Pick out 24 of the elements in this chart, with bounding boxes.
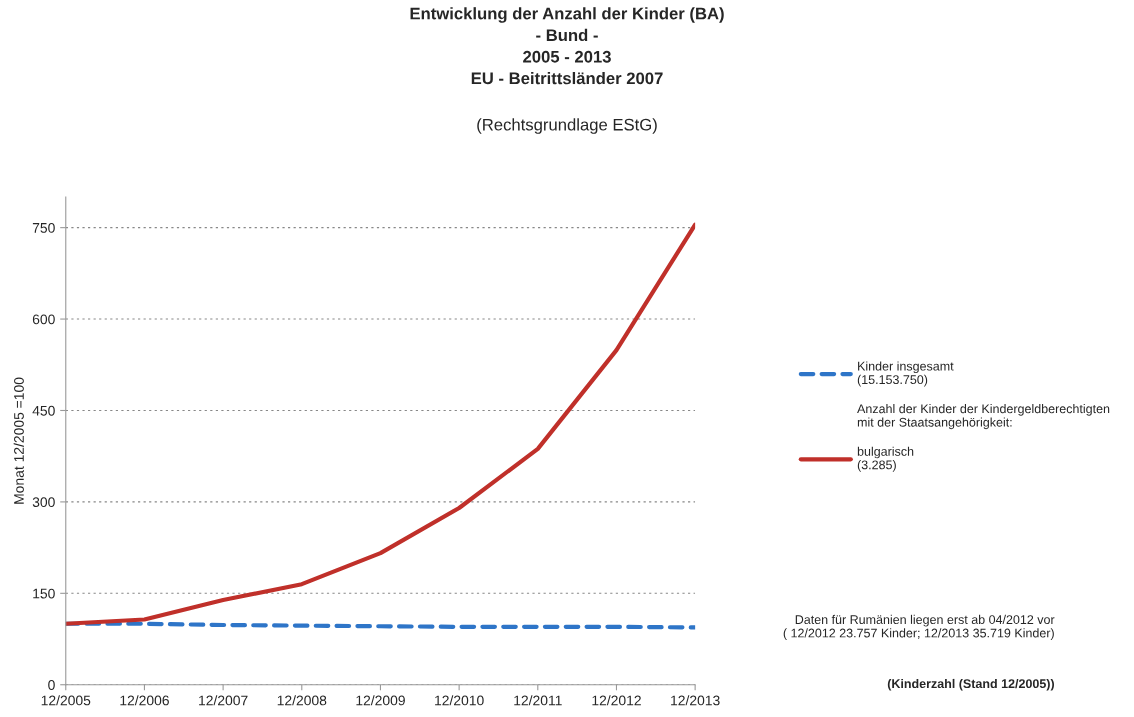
y-tick-label: 300 <box>32 497 55 508</box>
y-tick-label: 0 <box>48 680 55 690</box>
text: (Kinderzahl (Stand 12/2005)) <box>887 678 1055 691</box>
y-tick-label: 150 <box>33 588 55 599</box>
y-tick-label: 450 <box>32 405 55 416</box>
y-axis-title: Monat 12/2005 =100 <box>13 377 24 504</box>
legend-label: bulgarisch (3.285) <box>857 446 914 472</box>
text: Anzahl der Kinder der Kindergeldberechtigten mit der Staatsangehörigkeit: <box>857 404 1110 430</box>
y-tick-label: 600 <box>32 314 55 325</box>
x-tick-label: 12/2010 <box>435 695 484 706</box>
x-tick-label: 12/2008 <box>277 695 327 706</box>
chart-subtitle: (Rechtsgrundlage EStG) <box>477 118 657 134</box>
legend-label: Kinder insgesamt (15.153.750) <box>857 361 954 387</box>
x-tick-label: 12/2006 <box>120 695 169 706</box>
x-tick-label: 12/2005 <box>41 695 91 706</box>
x-tick-label: 12/2007 <box>199 695 248 706</box>
chart-title: Entwicklung der Anzahl der Kinder (BA) - Bund - 2005 - 2013 EU - Beitrittsländer 2007 <box>410 7 724 85</box>
text: Daten für Rumänien liegen erst ab 04/2012 vor ( 12/2012 23.757 Kinder; 12/2013 35.719 Kinder) <box>783 614 1055 640</box>
x-tick-label: 12/2012 <box>592 695 641 706</box>
x-tick-label: 12/2011 <box>514 695 562 706</box>
x-tick-label: 12/2009 <box>356 695 405 706</box>
x-tick-label: 12/2013 <box>671 695 720 706</box>
line-series <box>65 222 696 626</box>
y-tick-label: 750 <box>32 222 55 233</box>
